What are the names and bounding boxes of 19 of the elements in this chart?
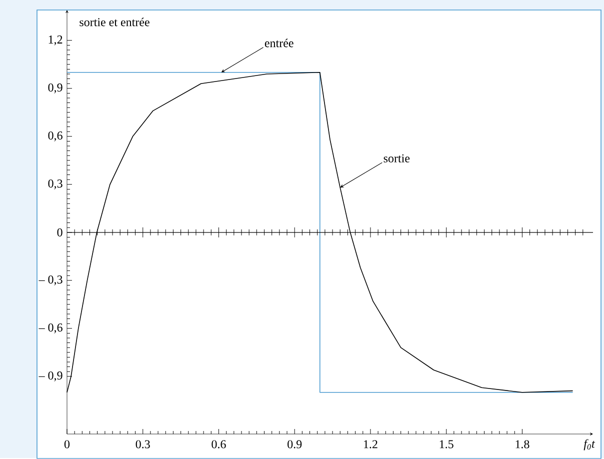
y-tick-label: – 0,9 xyxy=(38,372,62,382)
x-tick-label: 0.6 xyxy=(212,440,226,448)
x-tick-label: 0.9 xyxy=(288,440,302,448)
y-tick-label: 0,3 xyxy=(48,180,62,190)
x-tick-label: 1.8 xyxy=(516,440,530,448)
x-axis-title: f$_{0}$t xyxy=(584,439,596,450)
y-tick-label: 0,9 xyxy=(48,84,62,94)
y-tick-label: – 0,3 xyxy=(38,276,62,286)
annotation: sortie xyxy=(384,154,410,162)
x-tick-label: 1.2 xyxy=(364,440,378,448)
annotation: entrée xyxy=(264,38,294,48)
y-tick-label: 1,2 xyxy=(48,36,62,46)
y-tick-label: 0,6 xyxy=(48,132,62,142)
y-tick-label: – 0,6 xyxy=(38,324,62,334)
y-tick-label: 0 xyxy=(57,228,62,236)
x-tick-label: 0.3 xyxy=(136,440,150,448)
x-tick-label: 1.5 xyxy=(440,440,454,448)
x-tick-label: 0 xyxy=(64,440,70,448)
annotation: sortie et entrée xyxy=(80,18,150,26)
